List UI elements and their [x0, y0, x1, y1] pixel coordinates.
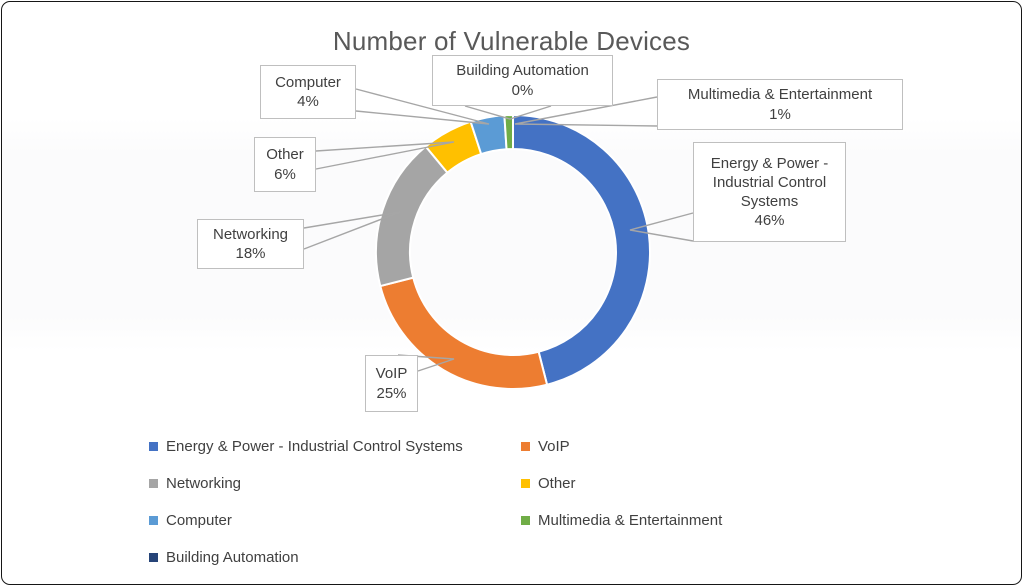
slice-energy-power-industrial-control-systems: [512, 113, 651, 386]
legend-marker-networking-icon: [149, 478, 158, 488]
callout-building-automation: Building Automation 0%: [432, 55, 613, 106]
legend-marker-building-automation-icon: [149, 552, 158, 562]
callout-computer-pct: 4%: [297, 93, 319, 110]
legend-marker-energy-icon: [149, 441, 158, 451]
legend-marker-computer-icon: [149, 515, 158, 525]
callout-computer: Computer 4%: [260, 65, 356, 119]
callout-networking: Networking 18%: [197, 219, 304, 269]
legend-label-voip: VoIP: [538, 437, 570, 455]
legend-item-building-automation: Building Automation: [149, 548, 299, 566]
callout-leader-multimedia: [514, 96, 658, 127]
callout-energy-pct: 46%: [754, 212, 785, 230]
callout-energy: Energy & Power - Industrial Control Syst…: [693, 142, 846, 242]
donut-slices: [375, 113, 651, 390]
callout-building-automation-pct: 0%: [511, 81, 534, 99]
legend-marker-multimedia-icon: [521, 515, 530, 525]
legend-item-multimedia: Multimedia & Entertainment: [521, 511, 722, 529]
callout-building-automation-label: Building Automation: [456, 62, 589, 80]
slice-networking: [375, 145, 449, 288]
callout-multimedia-label: Multimedia & Entertainment: [687, 86, 873, 104]
callout-energy-label: Energy & Power - Industrial Control Syst…: [710, 154, 829, 210]
callout-leader-building-automation: [464, 105, 552, 120]
callout-voip-label: VoIP: [375, 365, 408, 383]
callout-multimedia-pct: 1%: [769, 105, 791, 123]
callout-voip: VoIP 25%: [365, 355, 418, 412]
legend-item-computer: Computer: [149, 511, 232, 529]
callout-other: Other 6%: [254, 137, 316, 192]
callout-leader-other: [315, 141, 455, 170]
callout-networking-label: Networking: [212, 225, 289, 243]
legend-item-networking: Networking: [149, 474, 241, 492]
callout-other-label: Other: [266, 146, 304, 164]
legend-label-other: Other: [538, 474, 576, 492]
legend-marker-other-icon: [521, 478, 530, 488]
callout-multimedia: Multimedia & Entertainment 1%: [657, 79, 903, 130]
legend-item-energy: Energy & Power - Industrial Control Syst…: [149, 437, 463, 455]
legend-label-networking: Networking: [166, 474, 242, 492]
legend-marker-voip-icon: [521, 441, 530, 451]
callout-leader-computer: [355, 88, 490, 125]
callout-leader-networking: [303, 211, 401, 250]
chart-title: Number of Vulnerable Devices: [332, 26, 691, 56]
callout-leader-energy: [629, 212, 694, 242]
legend-label-multimedia: Multimedia & Entertainment: [538, 511, 723, 529]
legend-label-computer: Computer: [166, 511, 232, 529]
legend-item-voip: VoIP: [521, 437, 570, 455]
callout-networking-pct: 18%: [235, 245, 266, 262]
legend-label-energy: Energy & Power - Industrial Control Syst…: [166, 437, 463, 455]
legend-label-building-automation: Building Automation: [166, 548, 299, 566]
callout-other-pct: 6%: [274, 165, 296, 183]
legend-item-other: Other: [521, 474, 576, 492]
callout-computer-label: Computer: [275, 73, 341, 91]
callout-voip-pct: 25%: [376, 384, 407, 402]
slice-multimedia-entertainment: [503, 113, 514, 151]
